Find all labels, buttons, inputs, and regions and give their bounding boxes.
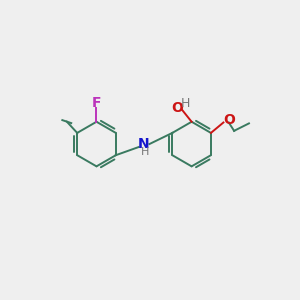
Text: O: O (171, 101, 183, 116)
Text: H: H (181, 97, 190, 110)
Text: O: O (223, 113, 235, 127)
Text: H: H (140, 147, 149, 157)
Text: N: N (138, 137, 150, 151)
Text: F: F (92, 96, 101, 110)
